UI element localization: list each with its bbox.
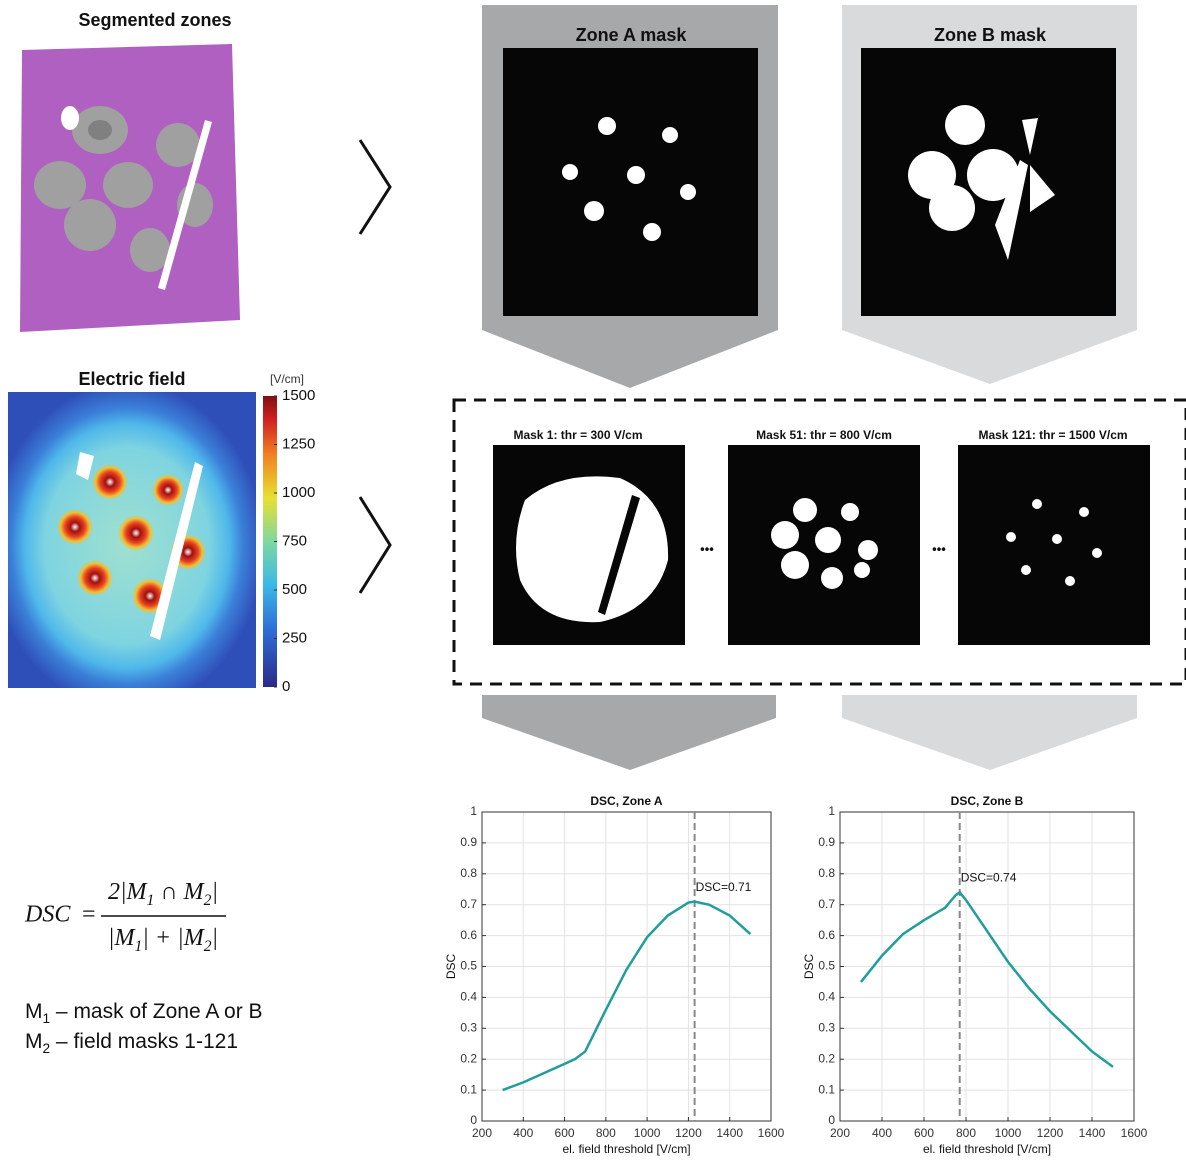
- mask-title: Mask 1: thr = 300 V/cm: [513, 428, 642, 442]
- formula-equals: =: [82, 902, 96, 928]
- text-segment: – mask of Zone A or B: [50, 1000, 262, 1023]
- field-mask: [958, 445, 1150, 645]
- formula-lhs: DSC: [24, 902, 71, 928]
- x-tick-label: 800: [596, 1126, 616, 1140]
- y-tick-label: 0.4: [818, 990, 835, 1004]
- legend-line: M1 – mask of Zone A or B: [25, 1000, 263, 1027]
- field-image: [8, 392, 256, 688]
- y-tick-label: 0.7: [818, 897, 835, 911]
- colorbar-tick-label: 500: [282, 581, 307, 598]
- y-tick-label: 0.4: [460, 990, 477, 1004]
- mask-title: Mask 121: thr = 1500 V/cm: [978, 428, 1127, 442]
- formula-denominator: |M1| + |M2|: [108, 925, 218, 956]
- text-segment: M: [25, 1030, 43, 1053]
- x-tick-label: 400: [872, 1126, 892, 1140]
- panel-title: Zone B mask: [934, 25, 1047, 45]
- text-segment: 2|M: [108, 879, 149, 905]
- x-tick-label: 1600: [758, 1126, 785, 1140]
- text-segment: ∩ M: [154, 879, 205, 905]
- y-tick-label: 0.2: [818, 1051, 835, 1065]
- figure: Segmented zones Electric field [V/cm] 02…: [0, 0, 1186, 1160]
- subscript: 1: [147, 892, 155, 909]
- x-tick-label: 400: [513, 1126, 533, 1140]
- y-tick-label: 0.6: [460, 928, 477, 942]
- chart-title: DSC, Zone B: [951, 794, 1024, 808]
- x-tick-label: 1200: [1037, 1126, 1064, 1140]
- chevron: [360, 497, 390, 593]
- subscript: 2: [43, 1041, 51, 1056]
- y-axis-label: DSC: [802, 954, 816, 980]
- y-tick-label: 0.2: [460, 1051, 477, 1065]
- y-tick-label: 0.9: [818, 835, 835, 849]
- legend-line: M2 – field masks 1-121: [25, 1030, 238, 1057]
- x-tick-label: 1200: [675, 1126, 702, 1140]
- panel-title: Electric field: [78, 369, 185, 389]
- colorbar-tick-label: 0: [282, 678, 290, 695]
- annotation: DSC=0.71: [696, 880, 752, 894]
- y-tick-label: 0.8: [818, 866, 835, 880]
- colorbar-tick-label: 1500: [282, 387, 315, 404]
- arrow: [842, 695, 1137, 770]
- mask-title: Mask 51: thr = 800 V/cm: [756, 428, 892, 442]
- x-tick-label: 200: [472, 1126, 492, 1140]
- colorbar-tick-label: 1250: [282, 435, 315, 452]
- ellipsis: •••: [700, 541, 714, 556]
- text-segment: |M: [108, 925, 137, 951]
- ellipsis: •••: [932, 541, 946, 556]
- chart-title: DSC, Zone A: [590, 794, 663, 808]
- y-tick-label: 1: [470, 804, 477, 818]
- x-tick-label: 1400: [1079, 1126, 1106, 1140]
- x-tick-label: 200: [830, 1126, 850, 1140]
- text-segment: |: [211, 925, 218, 951]
- x-tick-label: 600: [914, 1126, 934, 1140]
- y-tick-label: 0.3: [460, 1020, 477, 1034]
- y-tick-label: 0.3: [818, 1020, 835, 1034]
- y-axis-label: DSC: [444, 954, 458, 980]
- annotation: DSC=0.74: [961, 871, 1017, 885]
- colorbar-tick-label: 1000: [282, 484, 315, 501]
- field-mask: [493, 445, 685, 645]
- text-segment: M: [25, 1000, 43, 1023]
- y-tick-label: 0.5: [460, 959, 477, 973]
- arrow: [482, 695, 776, 770]
- x-axis-label: el. field threshold [V/cm]: [923, 1142, 1051, 1156]
- subscript: 1: [43, 1011, 51, 1026]
- panel-title: Zone A mask: [576, 25, 688, 45]
- subscript: 2: [204, 892, 212, 909]
- colorbar-ticks: 0 250 500 750 1000 1250 1500: [274, 387, 315, 695]
- y-tick-label: 0.5: [818, 959, 835, 973]
- colorbar-label: [V/cm]: [270, 372, 304, 386]
- y-tick-label: 0.9: [460, 835, 477, 849]
- x-tick-label: 1000: [995, 1126, 1022, 1140]
- x-tick-label: 1400: [716, 1126, 743, 1140]
- x-tick-label: 1600: [1121, 1126, 1148, 1140]
- colorbar-tick-label: 250: [282, 629, 307, 646]
- y-tick-label: 1: [828, 804, 835, 818]
- y-tick-label: 0.1: [460, 1082, 477, 1096]
- y-tick-label: 0.8: [460, 866, 477, 880]
- x-axis-label: el. field threshold [V/cm]: [562, 1142, 690, 1156]
- formula-numerator: 2|M1 ∩ M2|: [108, 879, 218, 910]
- subscript: 2: [204, 938, 212, 955]
- y-tick-label: 0.7: [460, 897, 477, 911]
- y-tick-label: 0: [828, 1113, 835, 1127]
- chevron: [360, 140, 390, 234]
- x-tick-label: 800: [956, 1126, 976, 1140]
- x-tick-label: 1000: [634, 1126, 661, 1140]
- text-segment: | + |M: [142, 925, 205, 951]
- colorbar-tick-label: 750: [282, 532, 307, 549]
- text-segment: |: [211, 879, 218, 905]
- histology-image: [20, 44, 240, 332]
- y-tick-label: 0: [470, 1113, 477, 1127]
- zone-b-mask: [861, 48, 1116, 316]
- field-mask: [728, 445, 920, 645]
- zone-a-mask: [503, 48, 758, 316]
- panel-title: Segmented zones: [78, 10, 231, 30]
- y-tick-label: 0.6: [818, 928, 835, 942]
- x-tick-label: 600: [555, 1126, 575, 1140]
- subscript: 1: [135, 938, 143, 955]
- y-tick-label: 0.1: [818, 1082, 835, 1096]
- text-segment: – field masks 1-121: [50, 1030, 238, 1053]
